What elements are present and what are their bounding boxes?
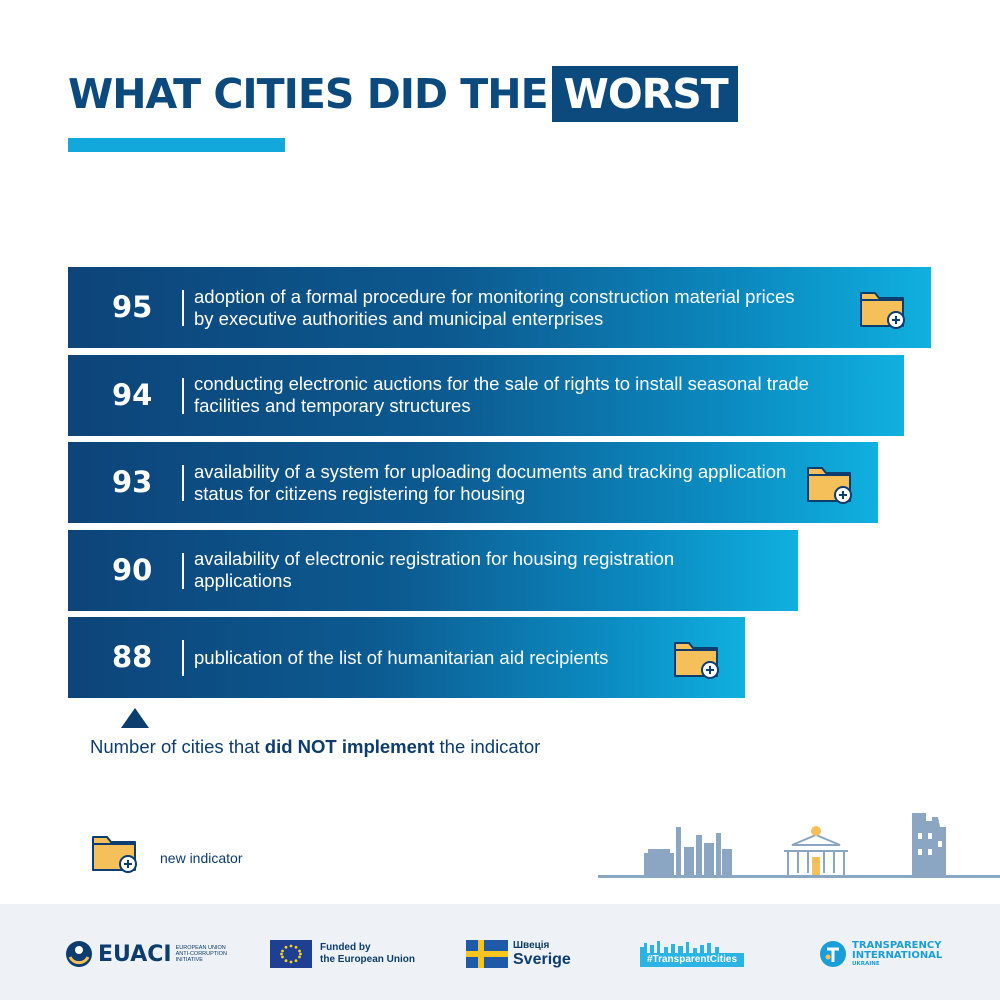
- eu-line2: the European Union: [320, 954, 415, 965]
- folder-plus-icon: [92, 836, 137, 873]
- legend-label: new indicator: [160, 850, 243, 866]
- up-arrow-icon: [121, 708, 149, 728]
- transparent-cities-badge: #TransparentCities: [638, 939, 746, 969]
- bar-value: 88: [112, 640, 153, 674]
- eu-logo: Funded by the European Union: [270, 936, 415, 972]
- ti-line2: INTERNATIONAL: [852, 949, 943, 961]
- euaci-logo: EUACI European Union Anti-Corruption Ini…: [64, 936, 236, 972]
- note-post: the indicator: [434, 736, 541, 757]
- sweden-text: Швеція Sverige: [513, 940, 571, 968]
- folder-plus-icon: [674, 642, 719, 679]
- title-highlight: WORST: [551, 66, 738, 122]
- city-skyline-icon: [598, 813, 1000, 878]
- page-title: WHAT CITIES DID THE WORST: [68, 66, 738, 122]
- ti-text: TRANSPARENCY INTERNATIONAL UKRAINE: [852, 939, 943, 968]
- eu-text: Funded by the European Union: [320, 942, 415, 966]
- sweden-logo: Швеція Sverige: [466, 936, 571, 972]
- transparent-cities-label: #TransparentCities: [640, 953, 744, 967]
- bar-separator: [182, 290, 184, 326]
- ti-emblem-icon: [820, 941, 846, 967]
- bar-2: 94 conducting electronic auctions for the…: [68, 354, 905, 436]
- bar-label: adoption of a formal procedure for monit…: [194, 285, 795, 329]
- note-pre: Number of cities that: [90, 736, 265, 757]
- bar-1: 95 adoption of a formal procedure for mon…: [68, 267, 931, 348]
- ti-line1: TRANSPARENCY: [852, 939, 942, 951]
- bar-3: 93 availability of a system for uploading…: [68, 442, 878, 523]
- skyline-mini-icon: [640, 941, 719, 955]
- note-bold: did NOT implement: [264, 736, 435, 757]
- bar-value: 95: [112, 290, 153, 324]
- bar-value: 94: [112, 377, 153, 412]
- euaci-name: EUACI: [98, 941, 172, 967]
- euaci-sub: European Union Anti-Corruption Initiativ…: [175, 945, 227, 963]
- bar-label: conducting electronic auctions for the s…: [194, 373, 809, 416]
- sweden-top: Швеція: [513, 940, 550, 951]
- bar-separator: [182, 640, 184, 676]
- sweden-flag-icon: [466, 940, 508, 968]
- eu-line1: Funded by: [320, 942, 371, 953]
- eu-flag-icon: [270, 940, 312, 968]
- bar-4: 90 availability of electronic registratio…: [68, 529, 799, 611]
- chart-note: Number of cities that did NOT implement …: [90, 736, 540, 758]
- title-text: WHAT CITIES DID THE: [68, 70, 549, 118]
- bar-label: availability of a system for uploading d…: [194, 460, 787, 504]
- folder-plus-icon: [806, 467, 852, 504]
- folder-plus-icon: [860, 292, 905, 329]
- bar-label: publication of the list of humanitarian …: [194, 646, 609, 668]
- bar-separator: [182, 377, 184, 414]
- bar-value: 90: [112, 552, 153, 587]
- sweden-main: Sverige: [513, 951, 571, 968]
- transparent-cities-logo: #TransparentCities: [638, 936, 746, 972]
- ti-logo: TRANSPARENCY INTERNATIONAL UKRAINE: [818, 936, 942, 972]
- bar-separator: [182, 465, 184, 501]
- title-underline: [68, 138, 285, 152]
- bar-label: availability of electronic registration …: [194, 548, 675, 591]
- ti-line3: UKRAINE: [852, 960, 880, 967]
- bar-separator: [182, 552, 184, 589]
- euaci-emblem-icon: [66, 941, 92, 967]
- bar-5: 88 publication of the list of humanitaria…: [68, 617, 745, 698]
- bar-value: 93: [112, 465, 153, 499]
